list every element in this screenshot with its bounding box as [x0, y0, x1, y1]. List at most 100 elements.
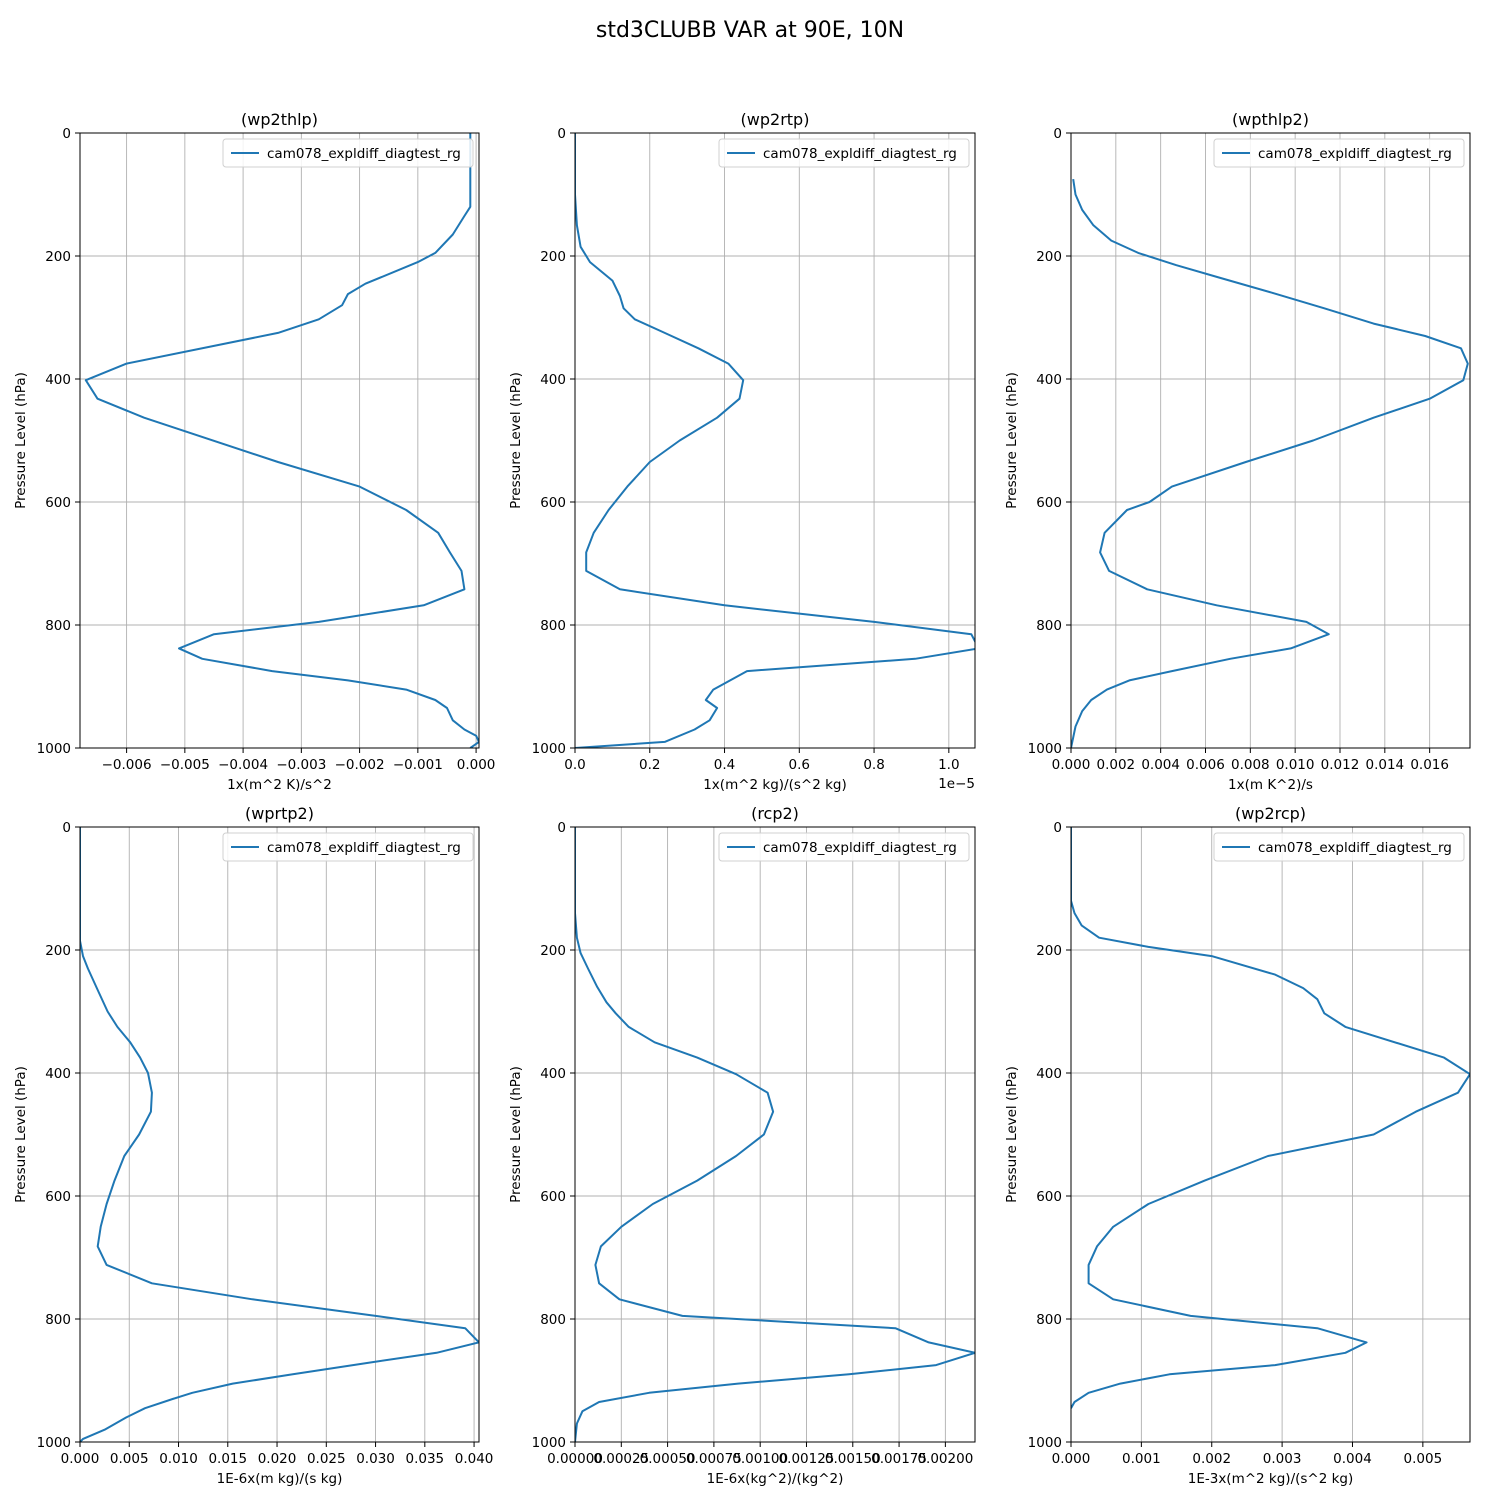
- x-tick-label: 0.015: [208, 1451, 247, 1467]
- x-tick-label: 0.00150: [825, 1451, 881, 1467]
- legend-box: [1213, 138, 1465, 168]
- legend-label: cam078_expldiff_diagtest_rg: [1258, 146, 1452, 162]
- subplot-grid: −0.006 −0.005 −0.004 −0.003 −0.002 −0.001 0.00…: [13, 110, 1471, 1487]
- series-line: [1071, 827, 1470, 1409]
- legend-label: cam078_expldiff_diagtest_rg: [763, 146, 957, 162]
- x-tick-label: 0.010: [159, 1451, 198, 1467]
- legend-label: cam078_expldiff_diagtest_rg: [763, 840, 957, 856]
- y-tick-label: 800: [45, 1312, 71, 1328]
- axes-frame: [1070, 826, 1471, 1443]
- x-axis-label: 1E-6x(m kg)/(s kg): [217, 1471, 343, 1487]
- x-tick-label: 0.000: [1052, 757, 1091, 773]
- y-axis-label: Pressure Level (hPa): [508, 1066, 524, 1203]
- x-tick-label: 0.00075: [686, 1451, 742, 1467]
- x-tick-label: −0.002: [335, 757, 385, 773]
- y-tick-label: 800: [1036, 1312, 1062, 1328]
- subplot-4: 0.000 0.005 0.010 0.015 0.020 0.025 0.030 0.035…: [13, 804, 493, 1487]
- y-tick-label: 200: [45, 249, 71, 265]
- y-axis-label: Pressure Level (hPa): [508, 372, 524, 509]
- x-tick-label: 0.8: [863, 757, 884, 773]
- x-tick-label: −0.004: [218, 757, 268, 773]
- y-tick-label: 1000: [532, 1435, 566, 1451]
- legend-box: [718, 138, 970, 168]
- y-tick-label: 200: [540, 249, 566, 265]
- y-tick-label: 200: [1036, 943, 1062, 959]
- y-tick-label: 200: [1036, 249, 1062, 265]
- x-tick-label: 0.000: [61, 1451, 100, 1467]
- x-offset-label: 1e−5: [938, 776, 975, 792]
- x-tick-label: 0.003: [1263, 1451, 1302, 1467]
- y-tick-label: 200: [540, 943, 566, 959]
- y-tick-label: 0: [557, 126, 566, 142]
- legend-box: [222, 832, 474, 862]
- series-line: [1071, 178, 1469, 748]
- y-tick-label: 400: [540, 372, 566, 388]
- y-axis-label: Pressure Level (hPa): [1004, 372, 1020, 509]
- x-tick-label: 0.00175: [871, 1451, 927, 1467]
- subplot-1: −0.006 −0.005 −0.004 −0.003 −0.002 −0.001 0.00…: [13, 110, 495, 793]
- figure-suptitle: std3CLUBB VAR at 90E, 10N: [596, 18, 904, 43]
- y-tick-label: 600: [45, 1189, 71, 1205]
- series-line: [84, 133, 479, 748]
- legend-box: [1213, 832, 1465, 862]
- x-tick-label: 0.010: [1276, 757, 1315, 773]
- y-tick-label: 800: [1036, 618, 1062, 634]
- subplot-3: 0.000 0.002 0.004 0.006 0.008 0.010 0.012 0.014…: [1004, 110, 1471, 793]
- subplot-2: 0.0 0.2 0.4 0.6 0.8 1.0 0 200 400 600 800 1000 1e−5 (…: [508, 110, 976, 793]
- y-axis-label: Pressure Level (hPa): [1004, 1066, 1020, 1203]
- legend-label: cam078_expldiff_diagtest_rg: [1258, 840, 1452, 856]
- x-tick-label: −0.001: [393, 757, 443, 773]
- y-tick-label: 0: [1053, 820, 1062, 836]
- series-line: [575, 827, 975, 1442]
- x-tick-label: 0.000: [457, 757, 496, 773]
- legend: cam078_expldiff_diagtest_rg: [718, 138, 970, 168]
- y-tick-label: 1000: [37, 741, 71, 757]
- y-tick-label: 200: [45, 943, 71, 959]
- y-tick-label: 1000: [37, 1435, 71, 1451]
- subplot-title: (rcp2): [751, 804, 799, 823]
- x-tick-label: 0.00000: [547, 1451, 603, 1467]
- x-tick-label: 0.00100: [732, 1451, 788, 1467]
- axes-frame: [79, 826, 480, 1443]
- legend-label: cam078_expldiff_diagtest_rg: [267, 146, 461, 162]
- legend-box: [718, 832, 970, 862]
- x-tick-label: 0.002: [1192, 1451, 1231, 1467]
- y-tick-label: 600: [540, 1189, 566, 1205]
- subplot-title: (wpthlp2): [1232, 110, 1309, 129]
- y-tick-label: 1000: [1028, 1435, 1062, 1451]
- legend: cam078_expldiff_diagtest_rg: [718, 832, 970, 862]
- x-axis-label: 1x(m^2 kg)/(s^2 kg): [703, 777, 847, 793]
- x-tick-label: 0.025: [307, 1451, 346, 1467]
- legend-box: [222, 138, 474, 168]
- x-axis-label: 1x(m^2 K)/s^2: [227, 777, 332, 793]
- y-tick-label: 0: [557, 820, 566, 836]
- x-tick-label: −0.003: [276, 757, 326, 773]
- axes-frame: [574, 132, 976, 749]
- y-tick-label: 400: [1036, 1066, 1062, 1082]
- legend-label: cam078_expldiff_diagtest_rg: [267, 840, 461, 856]
- x-tick-label: 0.4: [714, 757, 735, 773]
- x-tick-label: 0.2: [639, 757, 660, 773]
- y-tick-label: 1000: [532, 741, 566, 757]
- axes-frame: [1070, 132, 1471, 749]
- x-tick-label: −0.006: [102, 757, 152, 773]
- axes-frame: [79, 132, 480, 749]
- x-tick-label: 0.005: [1404, 1451, 1443, 1467]
- x-tick-label: 0.00025: [593, 1451, 649, 1467]
- y-axis-label: Pressure Level (hPa): [13, 372, 29, 509]
- y-tick-label: 1000: [1028, 741, 1062, 757]
- x-tick-label: −0.005: [160, 757, 210, 773]
- x-tick-label: 0.020: [258, 1451, 297, 1467]
- x-tick-label: 0.014: [1365, 757, 1404, 773]
- y-tick-label: 600: [1036, 1189, 1062, 1205]
- subplot-title: (wp2thlp): [241, 110, 318, 129]
- y-tick-label: 600: [540, 495, 566, 511]
- x-tick-label: 0.004: [1333, 1451, 1372, 1467]
- y-tick-label: 800: [540, 1312, 566, 1328]
- x-tick-label: 0.00200: [917, 1451, 973, 1467]
- legend: cam078_expldiff_diagtest_rg: [1213, 832, 1465, 862]
- y-tick-label: 0: [62, 126, 71, 142]
- y-tick-label: 400: [45, 1066, 71, 1082]
- x-tick-label: 0.040: [455, 1451, 494, 1467]
